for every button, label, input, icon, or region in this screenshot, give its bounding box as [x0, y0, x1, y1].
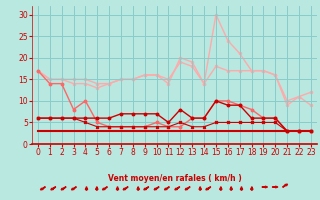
X-axis label: Vent moyen/en rafales ( km/h ): Vent moyen/en rafales ( km/h ): [108, 174, 241, 183]
